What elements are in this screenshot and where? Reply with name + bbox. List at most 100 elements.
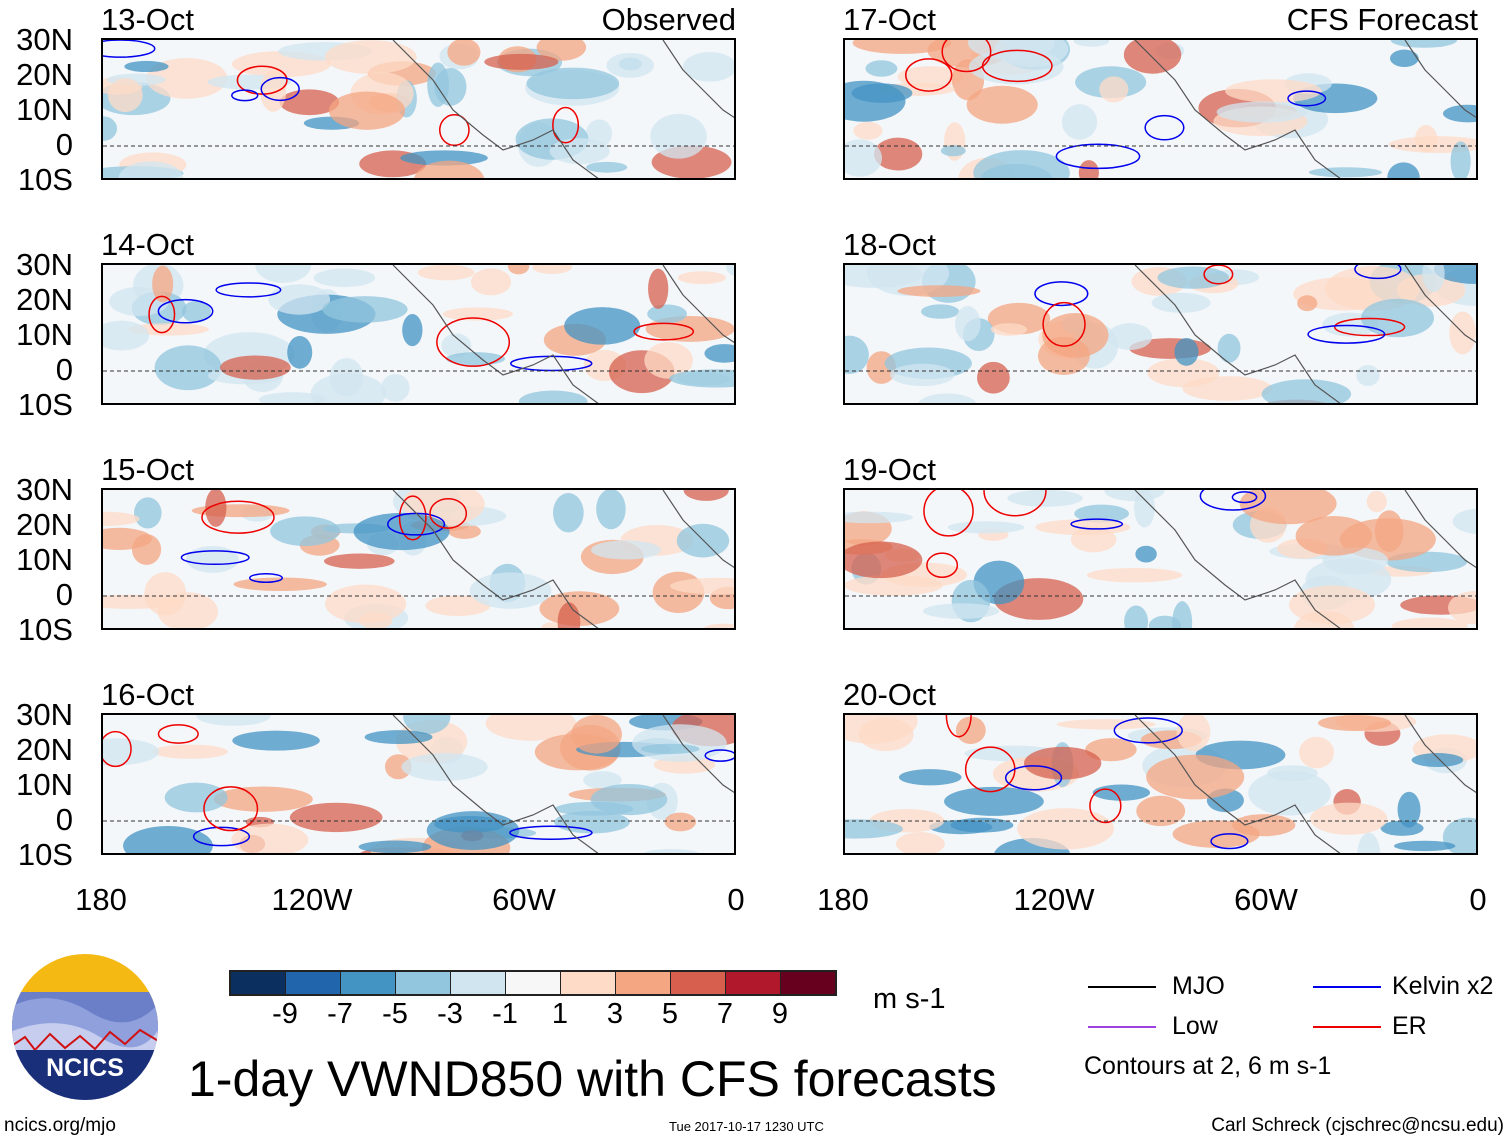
wind-anomaly-patch (289, 802, 383, 833)
coastline (392, 490, 734, 628)
er-contour (203, 786, 259, 832)
colorbar-tick: -9 (272, 998, 298, 1030)
coastline (1134, 40, 1476, 178)
wind-anomaly-patch (1147, 358, 1220, 388)
wind-anomaly-patch (591, 540, 661, 560)
wind-anomaly-patch (1078, 160, 1099, 178)
map-panel (101, 713, 736, 855)
svg-text:NCICS: NCICS (46, 1054, 124, 1082)
wind-anomaly-patch (185, 545, 239, 573)
er-contour (148, 295, 176, 334)
wind-anomaly-patch (287, 336, 313, 369)
lat-label: 0 (55, 352, 73, 387)
wind-anomaly-patch (1172, 820, 1260, 848)
colorbar (229, 970, 837, 996)
colorbar-tick: 1 (551, 998, 569, 1030)
wind-anomaly-patch (417, 265, 475, 281)
wind-anomaly-patch (103, 527, 152, 550)
kelvin-contour (192, 826, 251, 847)
kelvin-contour (1070, 518, 1124, 530)
wind-anomaly-patch (596, 490, 626, 530)
wind-anomaly-patch (650, 113, 707, 159)
wind-anomaly-patch (133, 497, 162, 529)
wind-anomaly-patch (1239, 490, 1337, 525)
kelvin-contour (1034, 281, 1089, 307)
wind-anomaly-patch (1092, 784, 1151, 801)
kelvin-contour (1287, 90, 1327, 107)
wind-anomaly-patch (1433, 265, 1476, 284)
wind-anomaly-patch (644, 342, 693, 379)
wind-anomaly-patch (966, 85, 1038, 124)
wind-anomaly-patch (152, 265, 174, 303)
wind-anomaly-patch (1361, 298, 1435, 338)
wind-anomaly-patch (1297, 295, 1318, 312)
lon-label: 180 (817, 882, 869, 917)
wind-anomaly-patch (918, 393, 977, 403)
wind-anomaly-patch (647, 304, 687, 324)
wind-anomaly-patch (557, 602, 581, 628)
wind-anomaly-patch (154, 345, 222, 391)
colorbar-tick: -7 (327, 998, 353, 1030)
colorbar-swatch (451, 972, 506, 994)
wind-anomaly-patch (1397, 791, 1421, 828)
lat-label: 10N (16, 767, 73, 802)
coastline (392, 715, 734, 853)
wind-anomaly-patch (507, 265, 530, 275)
panel-date: 16-Oct (101, 677, 195, 712)
lat-label: 10S (17, 387, 73, 422)
wind-anomaly-patch (196, 715, 271, 726)
kelvin-contour (260, 76, 300, 102)
panel-date: 13-Oct (101, 2, 195, 37)
wind-anomaly-patch (1099, 76, 1129, 103)
wind-anomaly-patch (664, 812, 697, 832)
lat-label: 10S (17, 837, 73, 872)
lon-label: 120W (271, 882, 353, 917)
panel-date: 14-Oct (101, 227, 195, 262)
lon-label: 180 (75, 882, 127, 917)
kelvin-contour (1199, 490, 1267, 511)
panel-date: 19-Oct (843, 452, 937, 487)
er-contour (941, 40, 992, 73)
wind-anomaly-patch (845, 819, 903, 839)
wind-anomaly-patch (1217, 333, 1241, 363)
wind-anomaly-patch (260, 70, 287, 112)
wind-anomaly-patch (1017, 808, 1114, 850)
er-contour (439, 113, 470, 147)
lat-label: 0 (55, 127, 73, 162)
wind-anomaly-patch (648, 268, 669, 309)
wind-anomaly-patch (231, 823, 309, 853)
wind-anomaly-patch (940, 145, 966, 157)
wind-anomaly-patch (1146, 754, 1245, 800)
kelvin-contour (1055, 143, 1141, 170)
wind-anomaly-patch (469, 572, 552, 609)
wind-anomaly-patch (1104, 490, 1165, 502)
wind-anomaly-patch (1037, 336, 1090, 375)
wind-anomaly-patch (897, 66, 964, 88)
wind-anomaly-patch (990, 323, 1028, 336)
panel-date: 18-Oct (843, 227, 937, 262)
legend-line-kelvin (1313, 986, 1381, 988)
wind-anomaly-patch (541, 622, 562, 628)
wind-anomaly-patch (564, 307, 641, 345)
colorbar-swatch (781, 972, 835, 994)
wind-anomaly-patch (358, 840, 432, 853)
wind-anomaly-patch (1085, 738, 1137, 762)
wind-anomaly-patch (853, 121, 883, 140)
er-contour (926, 552, 959, 579)
wind-anomaly-patch (157, 592, 219, 628)
kelvin-contour (1354, 265, 1402, 280)
wind-anomaly-patch (549, 138, 610, 165)
map-panel (843, 263, 1478, 405)
wind-anomaly-patch (123, 825, 213, 853)
coastline (392, 40, 734, 178)
wind-anomaly-patch (1248, 770, 1331, 816)
kelvin-contour (103, 40, 156, 58)
map-panel (843, 713, 1478, 855)
wind-anomaly-patch (1450, 141, 1471, 178)
wind-anomaly-patch (484, 53, 559, 70)
wind-anomaly-patch (181, 300, 211, 323)
coastline (1134, 265, 1476, 403)
wind-anomaly-patch (402, 313, 423, 347)
wind-anomaly-patch (526, 67, 620, 100)
wind-anomaly-patch (845, 511, 913, 524)
